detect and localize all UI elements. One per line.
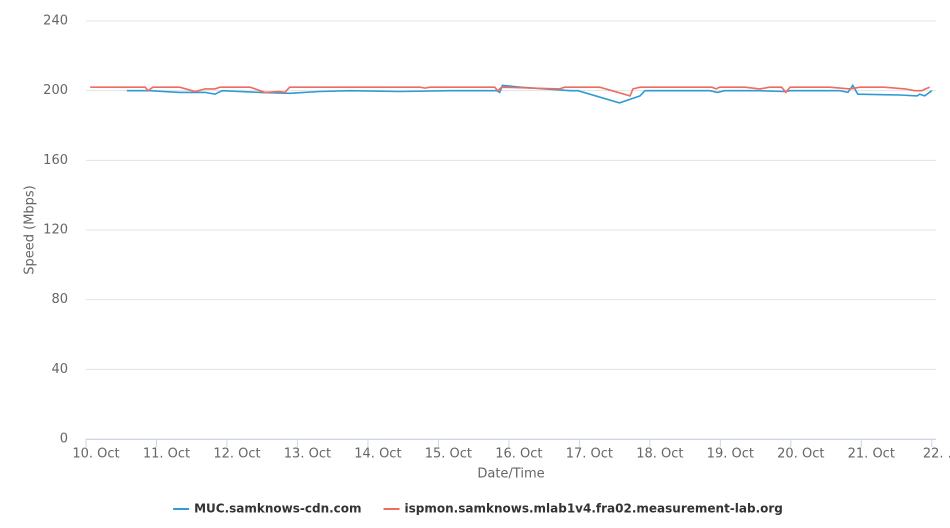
x-tick-label: 11. Oct <box>143 447 190 462</box>
x-tick-label: 18. Oct <box>636 447 683 462</box>
series-line <box>90 86 930 97</box>
x-tick-label: 12. Oct <box>213 447 260 462</box>
x-tick-label: 20. Oct <box>777 447 824 462</box>
legend-label: MUC.samknows-cdn.com <box>194 502 361 516</box>
y-tick-label: 200 <box>43 83 68 98</box>
legend-label: ispmon.samknows.mlab1v4.fra02.measuremen… <box>405 502 783 516</box>
y-tick-label: 120 <box>43 223 68 238</box>
y-tick-label: 160 <box>43 153 68 168</box>
x-tick-label: 14. Oct <box>354 447 401 462</box>
y-tick-label: 0 <box>60 432 68 447</box>
x-tick-label: 22. … <box>923 447 950 462</box>
y-tick-label: 240 <box>43 14 68 29</box>
x-tick-label: 21. Oct <box>848 447 895 462</box>
series-line <box>126 83 933 104</box>
y-tick-label: 80 <box>51 292 68 307</box>
x-tick-label: 15. Oct <box>425 447 472 462</box>
x-tick-label: 13. Oct <box>284 447 331 462</box>
x-tick-label: 16. Oct <box>495 447 542 462</box>
x-tick-label: 19. Oct <box>707 447 754 462</box>
x-axis-title: Date/Time <box>477 467 544 482</box>
legend: MUC.samknows-cdn.com ispmon.samknows.mlab… <box>173 502 783 516</box>
x-tick-label: 17. Oct <box>566 447 613 462</box>
y-axis-title: Speed (Mbps) <box>23 185 38 275</box>
x-tick-label: 10. Oct <box>72 447 119 462</box>
y-tick-label: 40 <box>51 362 68 377</box>
